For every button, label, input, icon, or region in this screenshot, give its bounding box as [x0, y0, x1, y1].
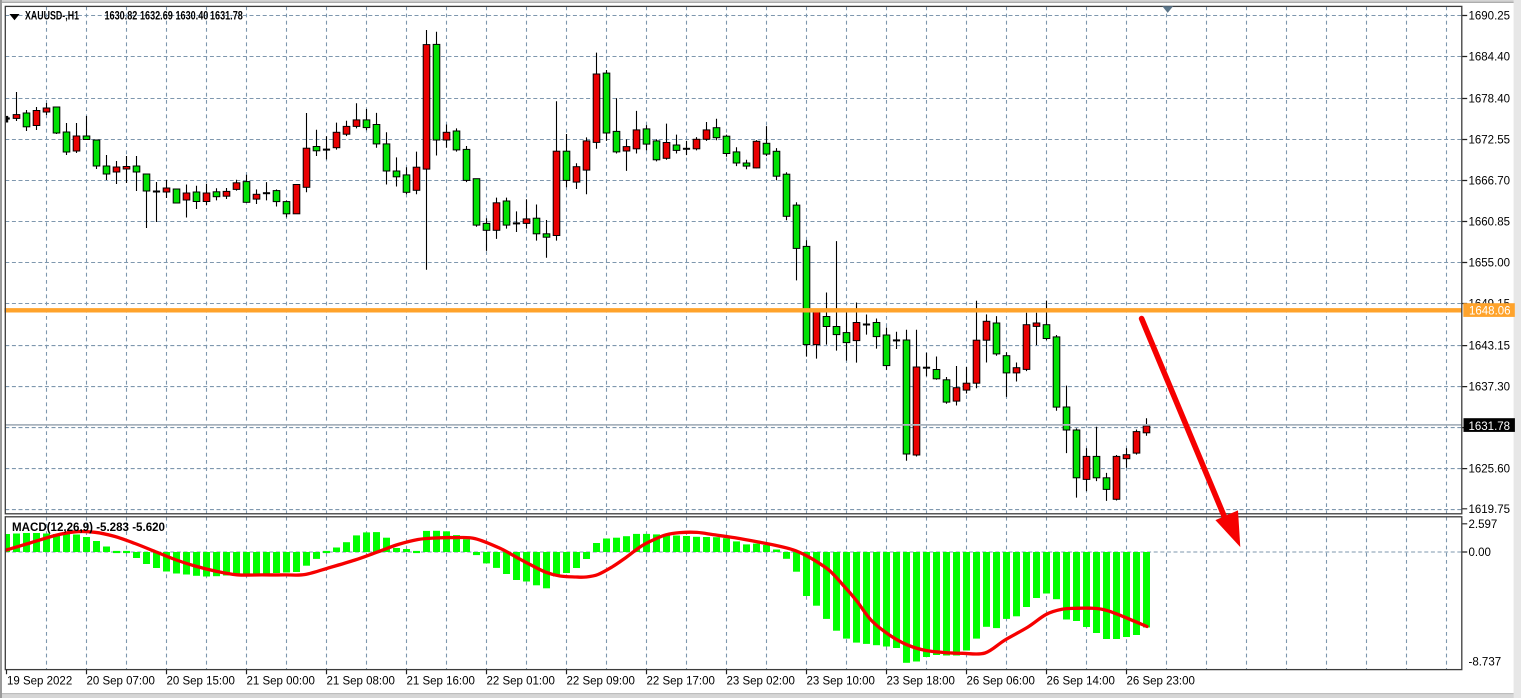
svg-text:1625.60: 1625.60 [1469, 464, 1511, 476]
svg-text:1630.82: 1630.82 [105, 11, 138, 23]
svg-text:XAUUSD-,H1: XAUUSD-,H1 [25, 11, 79, 23]
svg-text:1630.40: 1630.40 [176, 11, 209, 23]
svg-text:1684.40: 1684.40 [1469, 52, 1511, 64]
svg-text:20 Sep 07:00: 20 Sep 07:00 [87, 675, 155, 687]
svg-text:19 Sep 2022: 19 Sep 2022 [7, 675, 72, 687]
svg-text:23 Sep 02:00: 23 Sep 02:00 [727, 675, 795, 687]
svg-text:1660.85: 1660.85 [1469, 217, 1511, 229]
svg-text:20 Sep 15:00: 20 Sep 15:00 [167, 675, 235, 687]
svg-text:26 Sep 23:00: 26 Sep 23:00 [1127, 675, 1195, 687]
svg-text:1619.75: 1619.75 [1469, 504, 1511, 516]
svg-text:23 Sep 18:00: 23 Sep 18:00 [887, 675, 955, 687]
svg-text:-8.737: -8.737 [1469, 656, 1502, 668]
svg-text:1655.00: 1655.00 [1469, 258, 1511, 270]
svg-text:1632.69: 1632.69 [140, 11, 173, 23]
svg-text:22 Sep 01:00: 22 Sep 01:00 [487, 675, 555, 687]
svg-text:21 Sep 00:00: 21 Sep 00:00 [247, 675, 315, 687]
svg-text:22 Sep 17:00: 22 Sep 17:00 [647, 675, 715, 687]
svg-text:1643.15: 1643.15 [1469, 341, 1511, 353]
svg-text:22 Sep 09:00: 22 Sep 09:00 [567, 675, 635, 687]
svg-text:1648.06: 1648.06 [1469, 305, 1511, 317]
svg-text:1631.78: 1631.78 [1469, 421, 1511, 433]
svg-text:MACD(12,26,9) -5.283 -5.620: MACD(12,26,9) -5.283 -5.620 [12, 522, 165, 534]
svg-text:2.597: 2.597 [1469, 519, 1498, 531]
svg-text:23 Sep 10:00: 23 Sep 10:00 [807, 675, 875, 687]
svg-text:26 Sep 06:00: 26 Sep 06:00 [967, 675, 1035, 687]
svg-text:1637.30: 1637.30 [1469, 382, 1511, 394]
svg-text:1672.55: 1672.55 [1469, 135, 1511, 147]
svg-text:1678.40: 1678.40 [1469, 94, 1511, 106]
svg-text:26 Sep 14:00: 26 Sep 14:00 [1047, 675, 1115, 687]
svg-text:0.00: 0.00 [1469, 547, 1491, 559]
svg-text:21 Sep 08:00: 21 Sep 08:00 [327, 675, 395, 687]
svg-text:1690.25: 1690.25 [1469, 11, 1511, 23]
svg-text:1631.78: 1631.78 [210, 11, 243, 23]
svg-text:21 Sep 16:00: 21 Sep 16:00 [407, 675, 475, 687]
svg-text:1666.70: 1666.70 [1469, 176, 1511, 188]
